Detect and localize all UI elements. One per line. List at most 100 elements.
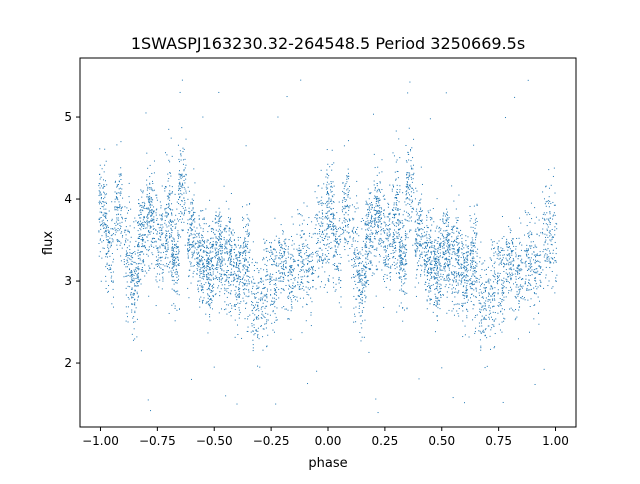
data-point	[335, 240, 337, 242]
data-point	[443, 213, 445, 215]
data-point	[182, 147, 184, 149]
data-point	[392, 238, 394, 240]
data-point	[141, 243, 143, 245]
data-point	[412, 164, 414, 166]
data-point	[205, 266, 207, 268]
data-point	[396, 266, 398, 268]
data-point	[179, 219, 181, 221]
data-point	[135, 220, 137, 222]
data-point	[380, 217, 382, 219]
data-point	[472, 245, 474, 247]
data-point	[235, 244, 237, 246]
data-point	[420, 207, 422, 209]
data-point	[444, 237, 446, 239]
data-point	[369, 269, 371, 271]
data-point	[237, 334, 239, 336]
data-point	[136, 299, 138, 301]
data-point	[405, 248, 407, 250]
data-point	[197, 262, 199, 264]
data-point	[191, 253, 193, 255]
data-point	[387, 237, 389, 239]
data-point	[353, 237, 355, 239]
data-point	[431, 218, 433, 220]
data-point	[253, 324, 255, 326]
data-point	[104, 230, 106, 232]
data-point	[452, 229, 454, 231]
data-point	[188, 275, 190, 277]
data-point	[144, 221, 146, 223]
data-point	[488, 292, 490, 294]
data-point	[219, 273, 221, 275]
data-point	[373, 219, 375, 221]
data-point	[428, 272, 430, 274]
data-point	[178, 264, 180, 266]
data-point	[424, 264, 426, 266]
data-point	[228, 311, 230, 313]
data-point	[348, 207, 350, 209]
data-point	[161, 217, 163, 219]
data-point	[470, 283, 472, 285]
data-point	[481, 263, 483, 265]
data-point	[205, 208, 207, 210]
data-point	[461, 280, 463, 282]
data-point	[133, 221, 135, 223]
data-point	[355, 254, 357, 256]
data-point	[462, 336, 464, 338]
data-point	[201, 234, 203, 236]
data-point	[199, 298, 201, 300]
data-point	[342, 226, 344, 228]
data-point	[187, 244, 189, 246]
data-point	[361, 302, 363, 304]
data-point	[473, 283, 475, 285]
data-point	[408, 178, 410, 180]
data-point	[457, 217, 459, 219]
data-point	[420, 238, 422, 240]
data-point	[467, 259, 469, 261]
data-point	[447, 234, 449, 236]
data-point	[148, 222, 150, 224]
data-point	[494, 312, 496, 314]
data-point	[414, 230, 416, 232]
data-point	[479, 302, 481, 304]
data-point	[358, 276, 360, 278]
data-point	[371, 245, 373, 247]
data-point	[201, 260, 203, 262]
data-point	[107, 244, 109, 246]
data-point	[489, 299, 491, 301]
data-point	[444, 263, 446, 265]
data-point	[171, 279, 173, 281]
data-point	[236, 299, 238, 301]
data-point	[194, 236, 196, 238]
data-point	[197, 241, 199, 243]
data-point	[183, 221, 185, 223]
data-point	[99, 203, 101, 205]
data-point	[263, 249, 265, 251]
data-point	[150, 197, 152, 199]
data-point	[326, 223, 328, 225]
data-point	[140, 224, 142, 226]
data-point	[134, 321, 136, 323]
data-point	[176, 273, 178, 275]
data-point	[153, 218, 155, 220]
data-point	[354, 248, 356, 250]
data-point	[165, 254, 167, 256]
data-point	[336, 265, 338, 267]
data-point	[406, 197, 408, 199]
data-point	[249, 251, 251, 253]
data-point	[115, 192, 117, 194]
data-point	[395, 213, 397, 215]
data-point	[460, 248, 462, 250]
data-point	[134, 272, 136, 274]
data-point	[375, 210, 377, 212]
data-point	[219, 278, 221, 280]
data-point	[490, 295, 492, 297]
data-point	[142, 251, 144, 253]
data-point	[429, 235, 431, 237]
data-point	[483, 317, 485, 319]
data-point	[328, 197, 330, 199]
data-point	[326, 204, 328, 206]
data-point	[243, 245, 245, 247]
data-point	[480, 349, 482, 351]
data-point	[399, 228, 401, 230]
data-point	[445, 239, 447, 241]
